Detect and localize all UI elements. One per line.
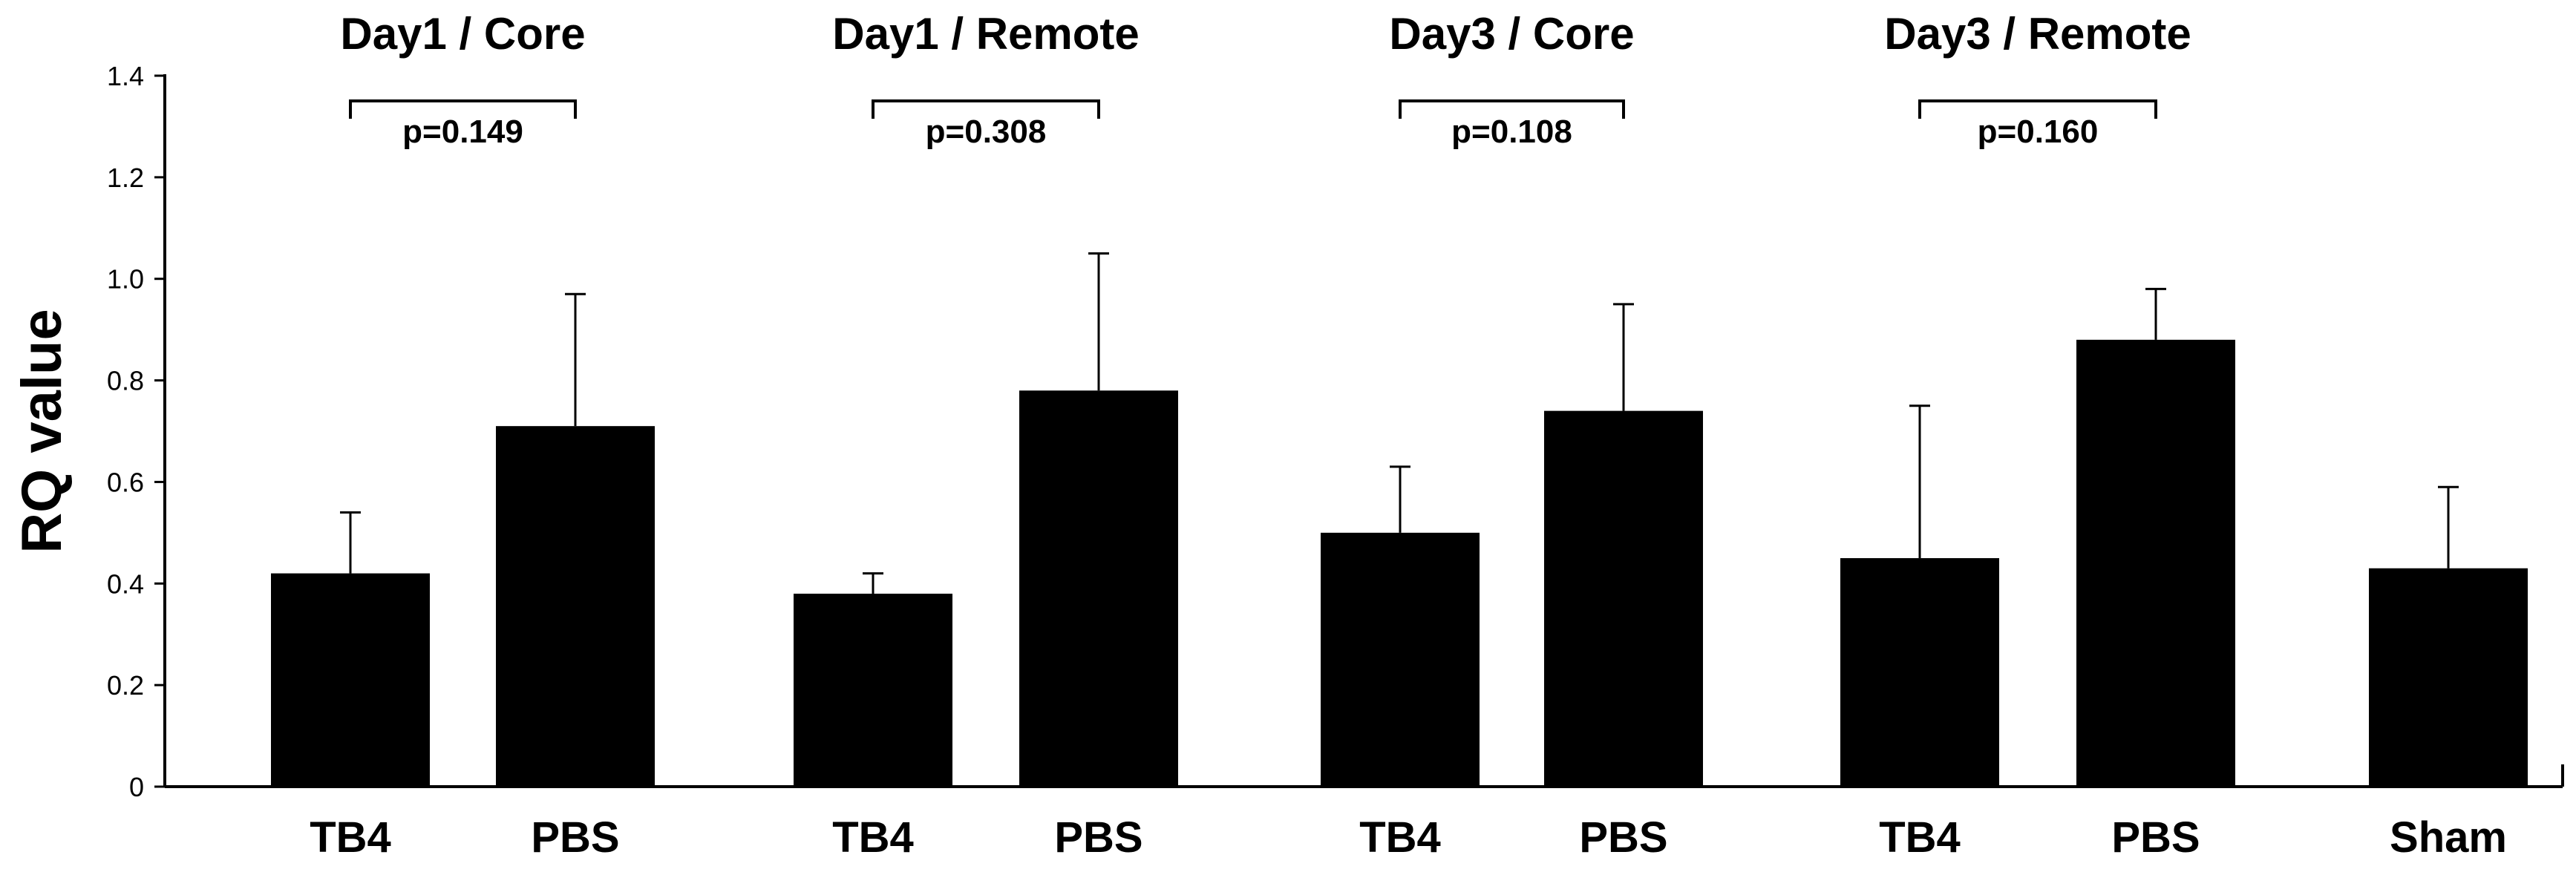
error-bars: [340, 252, 2459, 594]
group-title: Day3 / Core: [1389, 9, 1634, 59]
p-value-label: p=0.308: [926, 114, 1047, 150]
p-value-label: p=0.160: [1978, 114, 2099, 150]
bar: [2076, 339, 2235, 787]
y-tick-label: 1.4: [107, 61, 144, 91]
bar: [1321, 532, 1480, 787]
category-label: TB4: [1879, 813, 1961, 862]
y-tick-label: 0.2: [107, 670, 144, 701]
bar: [794, 593, 952, 787]
category-label: PBS: [1054, 813, 1142, 862]
group-annotations: Day1 / Core p=0.149 Day1 / Remote p=0.308 Da…: [340, 9, 2191, 150]
y-tick-label: 0: [129, 772, 144, 802]
group-title: Day1 / Remote: [832, 9, 1140, 59]
y-tick-label: 0.4: [107, 568, 144, 599]
group-title: Day3 / Remote: [1884, 9, 2191, 59]
y-tick-label: 1.0: [107, 264, 144, 295]
significance-bracket: [1399, 99, 1625, 119]
category-label: TB4: [310, 813, 391, 862]
significance-bracket: [872, 99, 1100, 119]
bar: [271, 573, 430, 787]
bar: [2369, 568, 2528, 787]
category-label: PBS: [1579, 813, 1667, 862]
bar: [1019, 390, 1178, 787]
bars: [271, 339, 2528, 787]
category-label: TB4: [832, 813, 914, 862]
y-tick-label: 0.6: [107, 467, 144, 497]
p-value-label: p=0.149: [402, 114, 523, 150]
y-axis-label: RQ value: [10, 309, 73, 553]
y-tick-label: 0.8: [107, 366, 144, 396]
significance-bracket: [349, 99, 577, 119]
bar: [1840, 558, 1999, 787]
group-title: Day1 / Core: [340, 9, 585, 59]
y-tick-label: 1.2: [107, 163, 144, 193]
category-label: PBS: [2111, 813, 2200, 862]
category-label: TB4: [1359, 813, 1441, 862]
y-axis-ticks: 0 0.2 0.4 0.6 0.8 1.0 1.2 1.4: [107, 61, 165, 802]
category-label: PBS: [531, 813, 619, 862]
significance-bracket: [1918, 99, 2157, 119]
bar: [1544, 410, 1703, 787]
category-labels: TB4 PBS TB4 PBS TB4 PBS TB4 PBS Sham: [310, 813, 2507, 862]
p-value-label: p=0.108: [1451, 114, 1572, 150]
category-label: Sham: [2390, 813, 2507, 862]
bar: [496, 426, 655, 787]
